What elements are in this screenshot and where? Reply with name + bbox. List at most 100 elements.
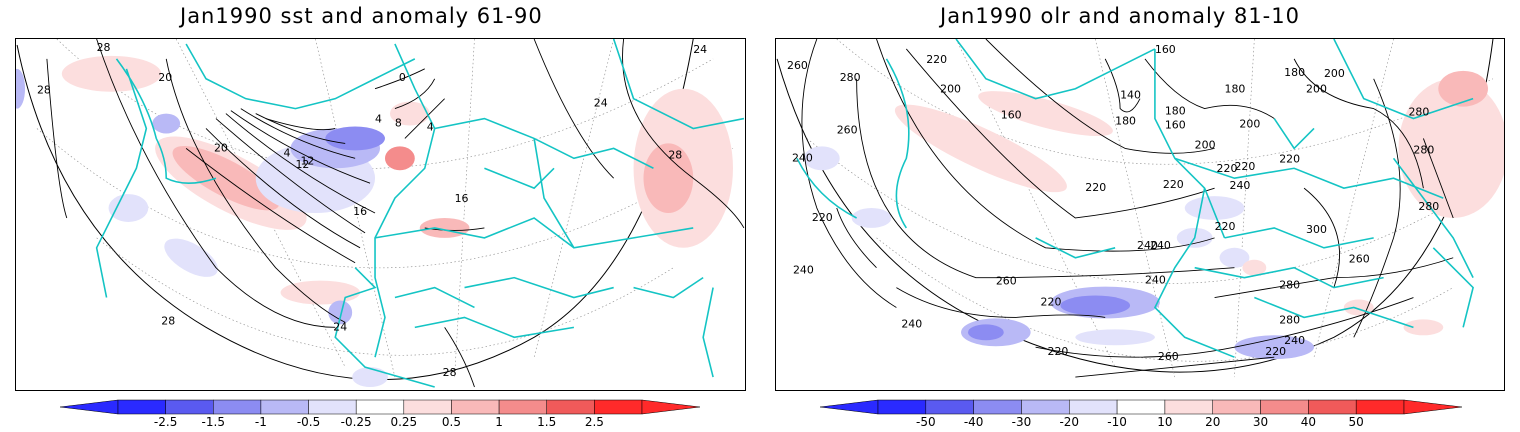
olr-anomaly-map: 260 280 220 160 260 240 220 200 140 160 …	[775, 38, 1505, 391]
contour-label: 220	[1041, 295, 1062, 308]
colorbar-scale	[60, 399, 700, 415]
contour-label: 220	[1279, 152, 1300, 165]
sst-anomaly-map: 28 20 28 24 20 4 8 12 16 16 0 4 4 24 28 …	[15, 38, 746, 391]
colorbar-tick-label: -10	[1107, 415, 1127, 429]
contour-label: 4	[284, 146, 291, 159]
anomaly-shading	[803, 70, 1504, 360]
contour-label: 240	[792, 151, 813, 164]
contour-label: 20	[158, 71, 172, 84]
contour-label: 240	[1150, 239, 1171, 252]
colorbar-swatch	[117, 399, 166, 415]
contour-label: 220	[1215, 220, 1236, 233]
contour-label: 280	[840, 71, 861, 84]
colorbar-swatch	[498, 399, 547, 415]
anomaly-shading	[16, 55, 733, 388]
colorbar-swatch	[594, 399, 643, 415]
contour-label: 160	[1001, 109, 1022, 122]
contour-label: 16	[353, 205, 367, 218]
contour-label: 260	[1158, 350, 1179, 363]
colorbar-swatch	[1069, 399, 1118, 415]
contour-label: 280	[1408, 106, 1429, 119]
contour-label: 12	[300, 154, 314, 167]
colorbar-tick-label: 0.25	[390, 415, 418, 429]
contour-label: 220	[1048, 345, 1069, 358]
colorbar-swatch	[451, 399, 500, 415]
colorbar-tick-label: 20	[1205, 415, 1221, 429]
contour-label: 160	[1165, 118, 1186, 131]
colorbar-scale	[820, 399, 1462, 415]
contour-label: 260	[1349, 253, 1370, 266]
colorbar-swatch	[1116, 399, 1166, 415]
contour-label: 180	[1225, 83, 1246, 96]
colorbar-swatch	[260, 399, 309, 415]
colorbar-end-arrow	[820, 399, 879, 415]
colorbar-tick-label: 0.5	[441, 415, 461, 429]
colorbar-swatch	[1308, 399, 1357, 415]
contour-label: 240	[1229, 179, 1250, 192]
coastlines	[796, 39, 1474, 358]
contour-label: 180	[1284, 66, 1305, 79]
colorbar-tick-label: 2.5	[584, 415, 604, 429]
contour-label: 220	[1265, 345, 1286, 358]
contour-label: 200	[1195, 138, 1216, 151]
contour-label: 24	[333, 320, 347, 333]
contour-label: 24	[693, 43, 707, 56]
contour-label: 28	[443, 366, 457, 379]
colorbar-tick-label: 50	[1348, 415, 1364, 429]
contour-label: 220	[812, 211, 833, 224]
colorbar-tick-label: 1	[495, 415, 503, 429]
olr-colorbar: -50 -40 -30 -20 -10 10 20 30 40 50	[820, 398, 1462, 432]
colorbar-swatch	[308, 399, 357, 415]
colorbar-tick-label: -0.5	[296, 415, 321, 429]
colorbar-end-arrow	[641, 399, 700, 415]
contour-label: 280	[1418, 200, 1439, 213]
contour-label: 220	[1085, 181, 1106, 194]
colorbar-tick-label: 1.5	[537, 415, 557, 429]
contour-label: 8	[395, 117, 402, 130]
contour-label: 300	[1306, 223, 1327, 236]
contour-label: 4	[375, 113, 382, 126]
colorbar-tick-label: -0.25	[340, 415, 372, 429]
colorbar-swatch	[1355, 399, 1405, 415]
colorbar-swatch	[213, 399, 262, 415]
sst-contours	[46, 39, 745, 388]
colorbar-swatch	[973, 399, 1022, 415]
sst-colorbar: -2.5 -1.5 -1 -0.5 -0.25 0.25 0.5 1 1.5 2.5	[60, 398, 700, 432]
contour-label: 140	[1120, 89, 1141, 102]
contour-label: 240	[901, 317, 922, 330]
contour-label: 24	[594, 97, 608, 110]
contour-label: 260	[787, 59, 808, 72]
contour-label: 260	[837, 123, 858, 136]
contour-label: 240	[1137, 239, 1158, 252]
colorbar-swatch	[1260, 399, 1309, 415]
colorbar-swatch	[403, 399, 452, 415]
contour-label: 200	[1324, 67, 1345, 80]
colorbar-swatch	[1212, 399, 1261, 415]
colorbar-swatch	[1164, 399, 1213, 415]
colorbar-tick-label: 30	[1252, 415, 1269, 429]
contour-label: 240	[1284, 334, 1305, 347]
contour-label: 280	[1413, 143, 1434, 156]
coastlines	[95, 39, 745, 388]
sst-contour-labels: 28 20 28 24 20 4 8 12 16 16 0 4 4 24 28 …	[37, 41, 707, 379]
contour-label: 12	[295, 158, 309, 171]
contour-label: 0	[399, 71, 406, 84]
sst-map-canvas: 28 20 28 24 20 4 8 12 16 16 0 4 4 24 28 …	[16, 39, 745, 388]
contour-label: 280	[1279, 313, 1300, 326]
olr-map-canvas: 260 280 220 160 260 240 220 200 140 160 …	[776, 39, 1504, 378]
contour-label: 180	[1165, 105, 1186, 118]
colorbar-swatch	[1021, 399, 1070, 415]
contour-label: 220	[926, 53, 947, 66]
colorbar-swatch	[355, 399, 405, 415]
colorbar-tick-label: -1.5	[201, 415, 225, 429]
left-map-title: Jan1990 sst and anomaly 61-90	[180, 4, 543, 28]
colorbar-end-arrow	[1403, 399, 1462, 415]
colorbar-tick-label: -1	[254, 415, 267, 429]
colorbar-tick-label: -40	[963, 415, 984, 429]
colorbar-tick-label: -20	[1059, 415, 1080, 429]
contour-label: 16	[455, 192, 469, 205]
contour-label: 180	[1115, 115, 1136, 128]
contour-label: 28	[161, 314, 175, 327]
contour-label: 200	[1239, 117, 1260, 130]
contour-label: 160	[1155, 43, 1176, 56]
